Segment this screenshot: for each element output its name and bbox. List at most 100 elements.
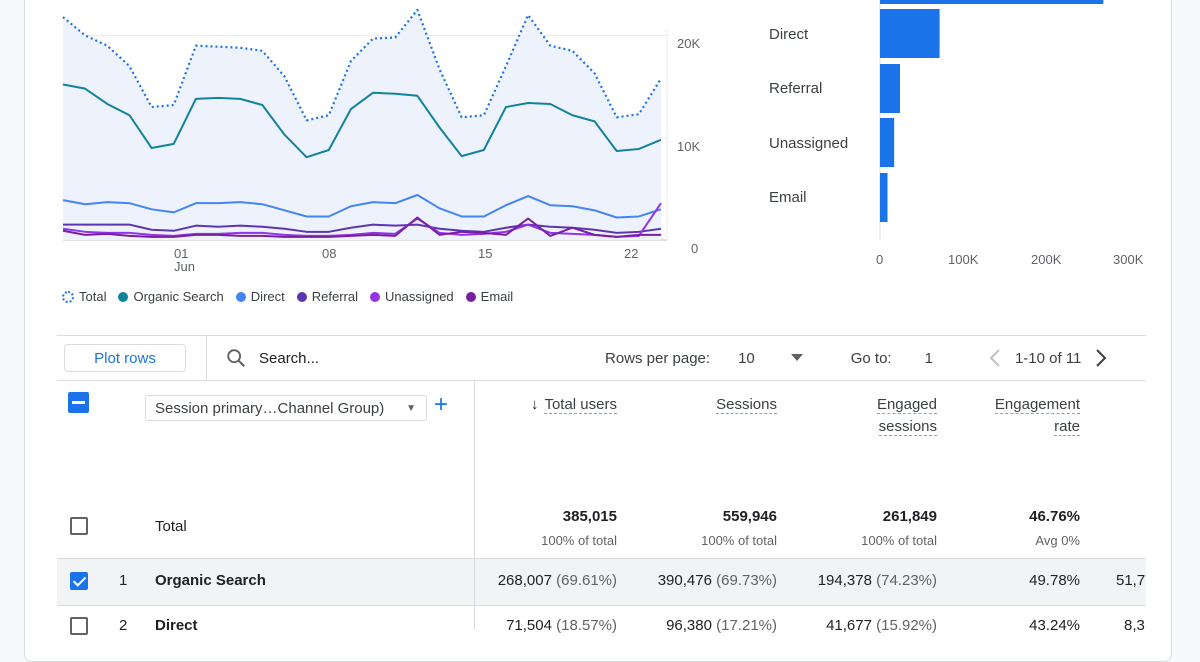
column-header-total-users[interactable]: ↓ Total users <box>500 394 617 416</box>
search-icon <box>227 349 245 367</box>
sessions-cell: 390,476 (69.73%) <box>620 572 777 589</box>
bar-referral[interactable] <box>880 64 900 113</box>
bar-email[interactable] <box>880 173 888 222</box>
legend-label: Total <box>79 289 107 304</box>
column-divider <box>474 380 475 630</box>
chart-legend: Total Organic Search Direct Referral Una… <box>62 289 513 304</box>
row-checkbox[interactable] <box>70 617 88 635</box>
legend-item-email[interactable]: Email <box>465 289 514 304</box>
cell-percent: (69.61%) <box>556 572 617 589</box>
dimension-selector-label: Session primary…Channel Group) <box>155 399 385 417</box>
y-tick-label: 20K <box>677 36 700 51</box>
sort-arrow-icon: ↓ <box>530 396 539 413</box>
sessions-sub: 100% of total <box>701 533 777 548</box>
legend-item-direct[interactable]: Direct <box>235 289 285 304</box>
engaged-sessions-value: 261,849 <box>882 508 937 525</box>
total-area <box>63 9 661 240</box>
column-header-label: Total users <box>544 396 617 414</box>
row-index: 2 <box>119 617 128 634</box>
bar-unassigned[interactable] <box>880 118 895 167</box>
legend-label: Email <box>480 289 514 304</box>
legend-label: Organic Search <box>133 289 224 304</box>
legend-swatch <box>118 291 129 302</box>
x-tick-day: 01 <box>174 246 188 261</box>
legend-item-organic-search[interactable]: Organic Search <box>118 289 224 304</box>
total-row-label: Total <box>155 518 187 535</box>
engaged-sessions-cell: 194,378 (74.23%) <box>780 572 937 589</box>
column-header-engaged-sessions[interactable]: Engaged sessions <box>820 394 937 438</box>
sessions-value: 559,946 <box>722 508 777 525</box>
cell-value: 71,504 <box>506 617 552 634</box>
page-range: 1-10 of 11 <box>1014 349 1082 367</box>
dimension-selector[interactable]: Session primary…Channel Group) ▼ <box>145 395 427 421</box>
column-header-engagement-rate[interactable]: Engagement rate <box>960 394 1080 438</box>
x-tick-day: 15 <box>478 246 492 261</box>
legend-item-total[interactable]: Total <box>62 289 106 304</box>
legend-label: Referral <box>311 289 358 304</box>
legend-item-referral[interactable]: Referral <box>296 289 358 304</box>
table-toolbar: Plot rows Search... Rows per page: 10 Go… <box>57 335 1146 381</box>
bar-category-label: Direct <box>769 26 809 43</box>
engaged-sessions-cell: 41,677 (15.92%) <box>780 617 937 634</box>
x-tick-label: 100K <box>948 252 979 267</box>
series-line-unassigned <box>62 202 662 238</box>
legend-label: Direct <box>250 289 285 304</box>
cell-value: 390,476 <box>657 572 712 589</box>
table-row[interactable] <box>57 558 1146 606</box>
total-users-value: 385,015 <box>562 508 617 525</box>
column-header-label: Engagement <box>994 396 1080 414</box>
chevron-left-icon[interactable] <box>989 349 1001 367</box>
cell-value: 41,677 <box>826 617 872 634</box>
legend-swatch <box>370 291 380 302</box>
engagement-rate-cell: 43.24% <box>1029 617 1080 634</box>
x-tick-label: 200K <box>1031 252 1062 267</box>
row-name[interactable]: Direct <box>155 617 198 634</box>
bar-chart: Direct Referral Unassigned Email 0 100K … <box>769 0 1144 267</box>
cell-percent: (69.73%) <box>716 572 777 589</box>
overflow-cell: 51,7 <box>1116 572 1146 589</box>
legend-label: Unassigned <box>385 289 454 304</box>
bar-category-label: Referral <box>769 80 822 97</box>
cell-percent: (17.21%) <box>716 617 777 634</box>
series-line-email <box>62 216 661 238</box>
toolbar-divider <box>206 336 207 380</box>
row-name[interactable]: Organic Search <box>155 572 266 589</box>
legend-swatch <box>62 290 74 303</box>
column-divider <box>474 558 475 630</box>
go-to-input[interactable]: 1 <box>924 349 933 367</box>
search-box[interactable]: Search... <box>225 347 605 369</box>
total-users-sub: 100% of total <box>541 533 617 548</box>
bar-category-label: Unassigned <box>769 135 848 152</box>
chevron-right-icon[interactable] <box>1095 349 1107 367</box>
x-tick-day: 22 <box>624 246 638 261</box>
total-row-checkbox[interactable] <box>70 517 88 535</box>
x-tick-month: Jun <box>174 259 195 274</box>
column-header-label: rate <box>1054 418 1080 436</box>
bar-direct[interactable] <box>880 9 940 58</box>
add-dimension-button[interactable]: + <box>434 391 449 418</box>
cell-value: 96,380 <box>666 617 712 634</box>
bar-category-label: Email <box>769 189 807 206</box>
series-line-organic-search <box>62 83 662 159</box>
chevron-down-icon: ▼ <box>406 402 416 414</box>
row-checkbox[interactable] <box>70 572 88 590</box>
y-tick-label: 10K <box>677 139 700 154</box>
engaged-sessions-sub: 100% of total <box>861 533 937 548</box>
chevron-down-icon[interactable] <box>790 354 803 362</box>
column-header-label: sessions <box>878 418 937 436</box>
rows-per-page-select[interactable]: 10 <box>738 349 755 367</box>
cell-percent: (18.57%) <box>556 617 617 634</box>
column-header-sessions[interactable]: Sessions <box>660 394 777 416</box>
cell-percent: (74.23%) <box>876 572 937 589</box>
series-line-direct <box>62 194 662 219</box>
sessions-cell: 96,380 (17.21%) <box>620 617 777 634</box>
search-input[interactable]: Search... <box>259 349 320 367</box>
x-tick-day: 08 <box>322 246 336 261</box>
select-all-checkbox[interactable] <box>68 392 89 413</box>
legend-item-unassigned[interactable]: Unassigned <box>370 289 454 304</box>
plot-rows-button[interactable]: Plot rows <box>64 344 186 372</box>
rows-per-page-label: Rows per page: <box>605 349 711 367</box>
bar-organic-search[interactable] <box>880 0 1104 4</box>
series-line-referral <box>63 223 662 234</box>
cell-value: 194,378 <box>817 572 872 589</box>
